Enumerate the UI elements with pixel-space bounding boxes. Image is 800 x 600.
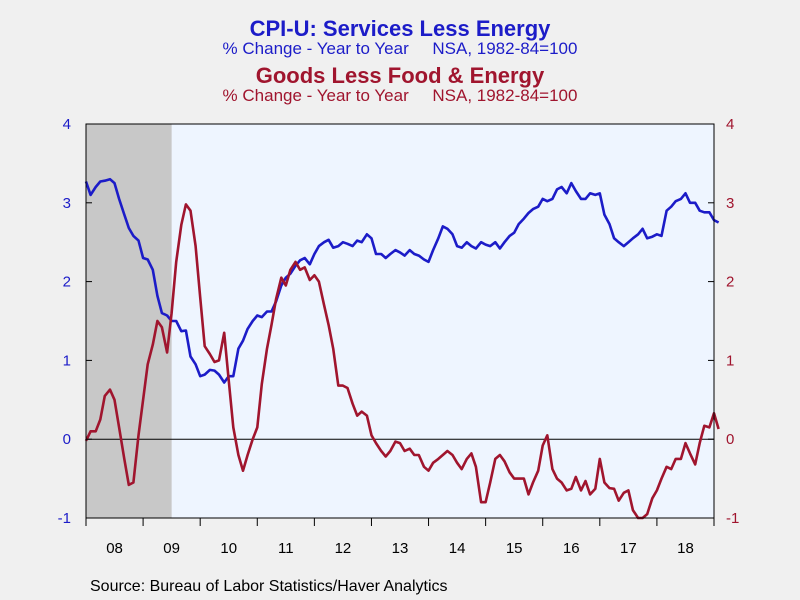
y-left-tick-label: 0	[63, 431, 71, 448]
y-right-tick-label: -1	[726, 510, 739, 527]
x-tick-label: 11	[278, 540, 294, 557]
x-tick-label: 15	[506, 540, 523, 557]
x-tick-label: 09	[163, 540, 180, 557]
plot-frame	[85, 123, 715, 519]
series-line-1	[84, 177, 720, 384]
x-tick-label: 12	[335, 540, 352, 557]
chart-subtitle-services: % Change - Year to Year NSA, 1982-84=100	[222, 39, 578, 58]
y-left-tick-label: 1	[63, 352, 71, 369]
plot-area	[86, 124, 714, 518]
x-tick-label: 08	[106, 540, 123, 557]
y-left-tick-label: 4	[63, 116, 71, 133]
x-tick-label: 16	[563, 540, 580, 557]
x-tick-label: 14	[449, 540, 466, 557]
y-right-tick-label: 3	[726, 195, 734, 212]
series-line-2	[84, 203, 720, 520]
y-right-tick-label: 4	[726, 116, 734, 133]
x-tick-label: 17	[620, 540, 637, 557]
x-tick-label: 10	[220, 540, 237, 557]
chart-title-goods: Goods Less Food & Energy	[255, 63, 545, 88]
chart-subtitle-goods: % Change - Year to Year NSA, 1982-84=100	[222, 86, 578, 105]
x-tick-label: 18	[677, 540, 694, 557]
x-tick-label: 13	[392, 540, 409, 557]
chart-title-services: CPI-U: Services Less Energy	[249, 16, 551, 41]
y-left-tick-label: 3	[63, 195, 71, 212]
y-right-tick-label: 2	[726, 274, 734, 291]
y-left-tick-label: 2	[63, 274, 71, 291]
y-left-tick-label: -1	[58, 510, 71, 527]
y-right-tick-label: 1	[726, 352, 734, 369]
y-right-tick-label: 0	[726, 431, 734, 448]
source-note: Source: Bureau of Labor Statistics/Haver…	[90, 578, 448, 595]
